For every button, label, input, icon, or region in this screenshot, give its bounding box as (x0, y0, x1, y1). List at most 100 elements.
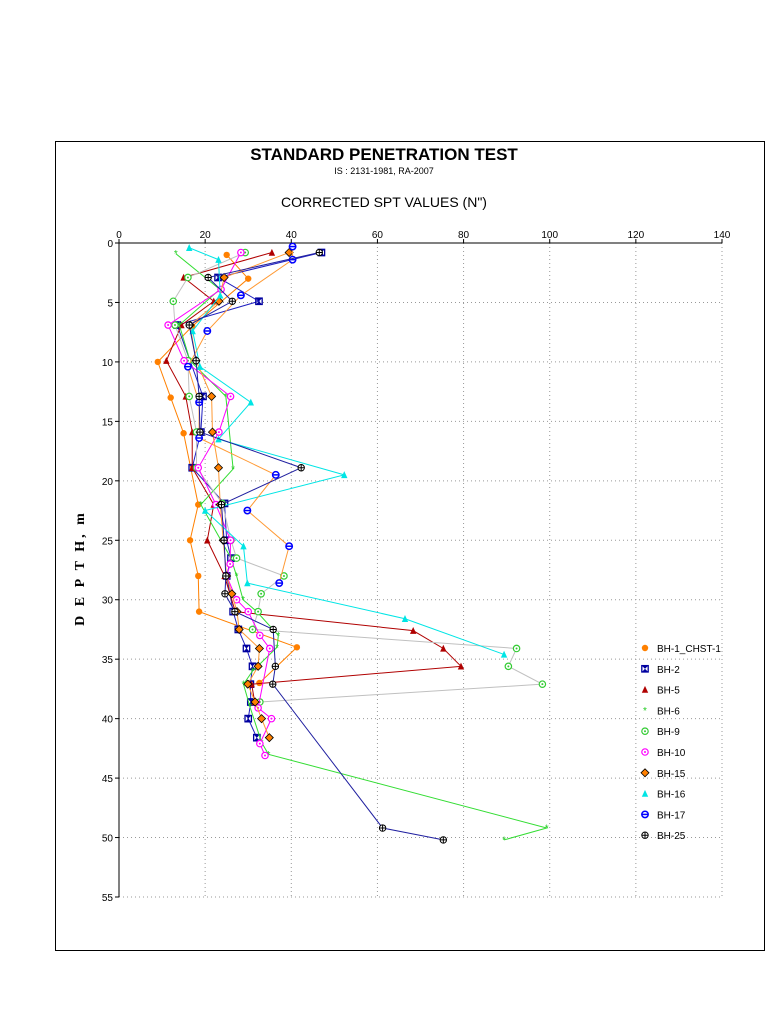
data-point (195, 608, 203, 615)
data-point (284, 247, 294, 258)
data-point-dot (217, 431, 220, 434)
legend-label: BH-9 (657, 727, 680, 738)
chart-frame (55, 141, 765, 951)
data-point (256, 679, 263, 687)
data-point: * (545, 824, 549, 835)
data-point-dot (229, 563, 232, 566)
data-point-fill (253, 734, 261, 741)
series-line (188, 252, 444, 841)
data-point-dot (541, 683, 544, 686)
data-point (195, 572, 202, 580)
y-tick-label: 10 (102, 358, 114, 369)
data-point-fill (243, 645, 250, 652)
legend-marker-dot (644, 730, 646, 733)
data-point-dot (172, 300, 175, 303)
data-point (180, 430, 187, 437)
data-point (154, 358, 161, 366)
data-point-cross (316, 249, 323, 256)
data-point (293, 644, 301, 651)
data-point (207, 427, 218, 437)
data-point-dot (258, 742, 261, 745)
data-point-dot (244, 251, 247, 254)
chart-subtitle: IS : 2131-1981, RA-2007 (334, 166, 434, 176)
data-point-cross (440, 836, 447, 844)
data-point (247, 398, 254, 406)
x-tick-label: 140 (714, 230, 731, 241)
data-point: * (275, 643, 279, 654)
data-point-dot (188, 395, 191, 398)
legend-item: BH-17 (641, 810, 686, 821)
data-point (210, 297, 217, 305)
data-point: * (231, 464, 235, 475)
data-point-dot (515, 647, 518, 650)
data-point-dot (282, 574, 285, 577)
data-point: * (174, 249, 178, 260)
data-point: * (241, 595, 245, 606)
x-tick-label: 60 (372, 230, 384, 241)
data-point (217, 291, 224, 299)
data-point-dot (235, 557, 238, 560)
series-line (175, 253, 549, 841)
data-point (167, 394, 174, 401)
data-point-dot (229, 395, 232, 398)
data-point-fill (199, 393, 207, 400)
data-point (264, 733, 274, 743)
x-tick-label: 40 (286, 230, 298, 241)
legend-label: BH-2 (657, 665, 680, 676)
y-tick-label: 35 (102, 655, 114, 666)
legend-item: BH-5 (641, 686, 680, 697)
legend-label: BH-6 (657, 706, 680, 717)
data-point: * (251, 667, 255, 678)
data-point-dot (270, 717, 273, 720)
data-point-cross (195, 393, 203, 400)
data-point-cross (192, 357, 200, 364)
data-point-cross (269, 680, 276, 688)
data-point (186, 244, 193, 251)
y-tick-label: 45 (102, 774, 114, 785)
data-point-dot (183, 359, 186, 362)
data-point-cross (297, 464, 305, 471)
data-point (250, 697, 260, 707)
legend-item: BH-1_CHST-1 (641, 644, 721, 655)
data-point-dot (235, 598, 238, 601)
data-point (227, 589, 237, 599)
legend-marker: * (643, 706, 647, 717)
data-point-dot (264, 754, 267, 757)
data-point-fill (255, 298, 263, 305)
data-point: * (502, 835, 506, 846)
data-point (201, 506, 209, 514)
data-point (196, 362, 204, 370)
data-point-dot (167, 324, 170, 327)
data-point (244, 579, 251, 587)
legend-item: BH-25 (641, 831, 686, 842)
x-axis-title: CORRECTED SPT VALUES (N") (281, 194, 487, 210)
data-point (341, 471, 348, 479)
data-point (401, 615, 409, 622)
y-tick-label: 50 (102, 834, 114, 845)
legend-item: * BH-6 (643, 706, 680, 718)
data-point-dot (229, 539, 232, 542)
y-tick-label: 15 (102, 417, 114, 428)
data-point (219, 272, 229, 283)
data-point (163, 357, 170, 364)
data-point-cross (229, 298, 236, 305)
legend-label: BH-25 (657, 831, 686, 842)
data-point: * (199, 500, 203, 511)
data-point-dot (239, 251, 242, 254)
data-point: * (276, 631, 280, 642)
legend-marker (641, 789, 649, 797)
data-point (254, 643, 264, 654)
x-tick-label: 100 (541, 230, 558, 241)
data-point (268, 248, 276, 256)
data-point-dot (186, 276, 189, 279)
data-point-cross (269, 626, 277, 633)
series-line (172, 252, 545, 703)
data-point-cross (196, 428, 204, 436)
data-point-dot (268, 647, 271, 650)
data-point-fill (249, 663, 256, 670)
x-tick-label: 80 (458, 230, 470, 241)
data-point (195, 501, 202, 508)
data-point-dot (251, 628, 254, 631)
